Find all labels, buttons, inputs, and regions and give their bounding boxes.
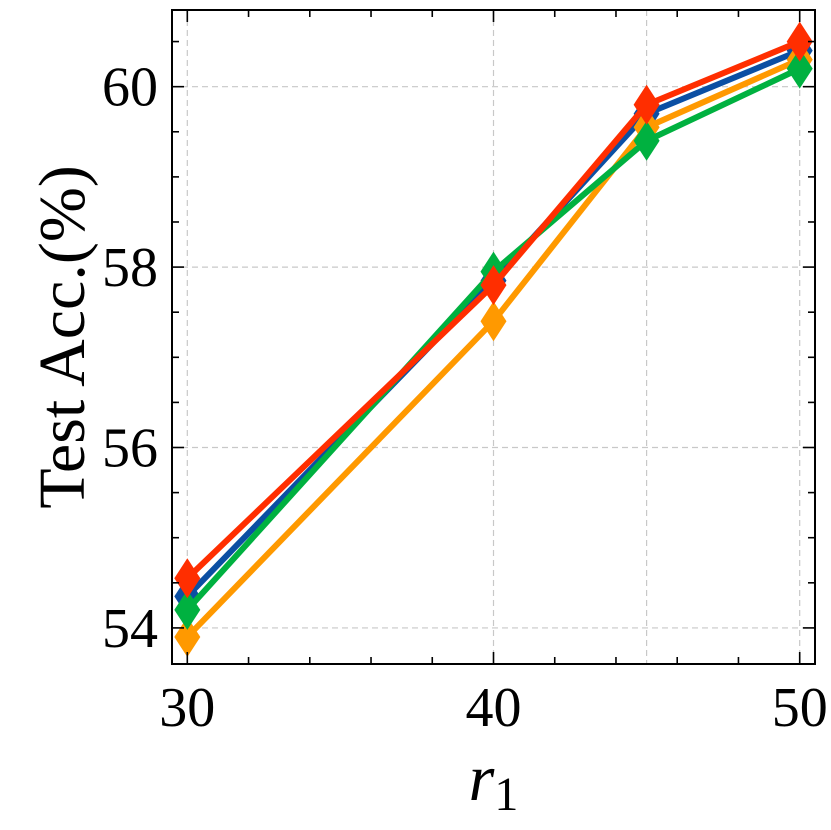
x-tick-label: 30 xyxy=(159,677,215,739)
y-axis-label: Test Acc.(%) xyxy=(26,165,99,509)
y-tick-label: 54 xyxy=(102,598,158,660)
data-point-marker xyxy=(633,120,660,161)
series-line xyxy=(184,38,803,582)
y-tick-label: 60 xyxy=(102,57,158,119)
data-point-marker xyxy=(786,21,813,62)
axis-ticks xyxy=(172,10,815,664)
series-line xyxy=(184,56,803,640)
data-point-marker xyxy=(633,84,660,125)
x-axis-label-main: r xyxy=(469,742,495,815)
series-4 xyxy=(174,21,813,599)
series-line xyxy=(184,65,803,613)
y-tick-label: 58 xyxy=(102,237,158,299)
x-axis-label: r1 xyxy=(469,742,519,821)
y-tick-label: 56 xyxy=(102,418,158,480)
x-tick-label: 40 xyxy=(466,677,522,739)
data-point-marker xyxy=(174,616,201,657)
data-point-marker xyxy=(786,48,813,89)
data-point-marker xyxy=(480,265,507,306)
data-point-marker xyxy=(174,558,201,599)
series-layer xyxy=(174,21,813,657)
data-point-marker xyxy=(480,301,507,342)
tick-labels: 30 40 50 54 56 58 60 xyxy=(102,57,828,739)
x-axis-label-subscript: 1 xyxy=(494,768,518,821)
data-point-marker xyxy=(174,589,201,630)
x-tick-label: 50 xyxy=(772,677,828,739)
